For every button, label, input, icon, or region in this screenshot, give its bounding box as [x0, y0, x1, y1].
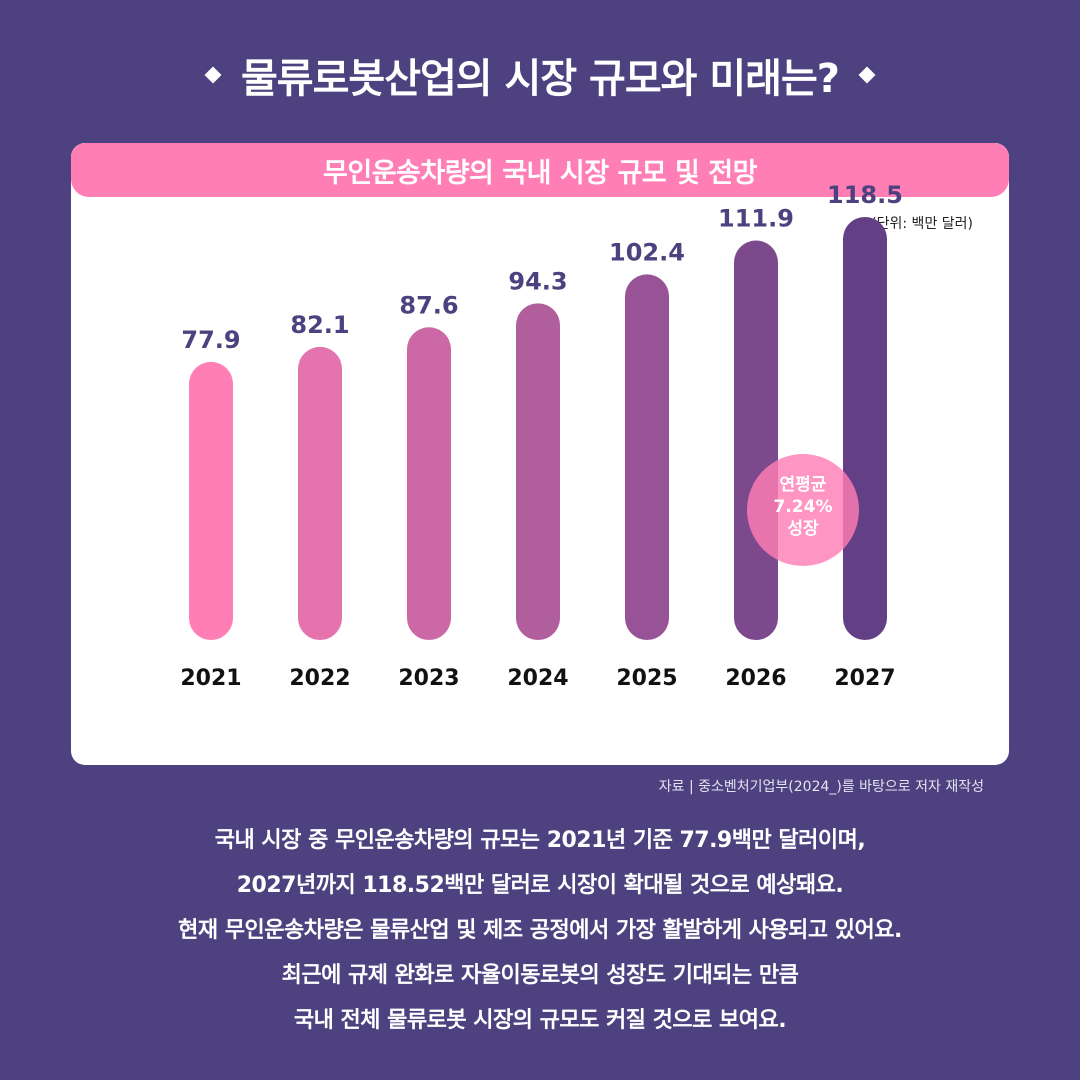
chart-title: 무인운송차량의 국내 시장 규모 및 전망 — [323, 157, 757, 189]
value-label-2024: 94.3 — [508, 267, 567, 295]
bar-chart: 77.9 2021 82.1 2022 87.6 2023 94.3 2024 102.4 202… — [180, 181, 903, 691]
value-label-2026: 111.9 — [718, 205, 794, 233]
x-tick-2023: 2023 — [398, 666, 459, 691]
unit-label: (단위: 백만 달러) — [871, 216, 973, 232]
bar-2023 — [407, 327, 451, 640]
diamond-left-icon — [204, 66, 222, 84]
chart-card-header: 무인운송차량의 국내 시장 규모 및 전망 — [71, 143, 1009, 197]
growth-badge-text: 7.24% — [774, 497, 833, 517]
x-tick-2026: 2026 — [725, 666, 786, 691]
x-tick-2021: 2021 — [180, 666, 241, 691]
value-label-2023: 87.6 — [399, 291, 458, 319]
bar-2025 — [625, 274, 669, 640]
x-tick-2024: 2024 — [507, 666, 568, 691]
bar-2026 — [734, 240, 778, 640]
growth-badge-text: 성장 — [787, 519, 819, 539]
description-line: 현재 무인운송차량은 물류산업 및 제조 공정에서 가장 활발하게 사용되고 있… — [178, 918, 902, 943]
growth-badge-text: 연평균 — [780, 475, 827, 495]
chart-card: 무인운송차량의 국내 시장 규모 및 전망 (단위: 백만 달러) 77.9 20… — [71, 143, 1009, 765]
diamond-right-icon — [858, 66, 876, 84]
x-tick-2022: 2022 — [289, 666, 350, 691]
bar-2027 — [843, 216, 887, 640]
value-label-2022: 82.1 — [290, 311, 349, 339]
description: 국내 시장 중 무인운송차량의 규모는 2021년 기준 77.9백만 달러이며… — [0, 818, 1080, 1043]
bar-2022 — [298, 346, 342, 640]
description-line: 최근에 규제 완화로 자율이동로봇의 성장도 기대되는 만큼 — [281, 963, 799, 988]
value-label-2025: 102.4 — [609, 238, 685, 266]
description-line: 국내 전체 물류로봇 시장의 규모도 커질 것으로 보여요. — [293, 1008, 787, 1033]
description-line: 국내 시장 중 무인운송차량의 규모는 2021년 기준 77.9백만 달러이며… — [214, 828, 866, 853]
description-line: 2027년까지 118.52백만 달러로 시장이 확대될 것으로 예상돼요. — [236, 873, 844, 898]
bar-2024 — [516, 303, 560, 640]
title-row: 물류로봇산업의 시장 규모와 미래는? — [0, 40, 1080, 110]
value-label-2027: 118.5 — [827, 181, 903, 209]
source-note: 자료 | 중소벤처기업부(2024_)를 바탕으로 저자 재작성 — [658, 779, 984, 795]
bar-2021 — [189, 361, 233, 640]
page-title: 물류로봇산업의 시장 규모와 미래는? — [241, 56, 840, 102]
x-tick-2027: 2027 — [834, 666, 895, 691]
x-tick-2025: 2025 — [616, 666, 677, 691]
growth-badge — [747, 454, 859, 566]
value-label-2021: 77.9 — [181, 326, 240, 354]
